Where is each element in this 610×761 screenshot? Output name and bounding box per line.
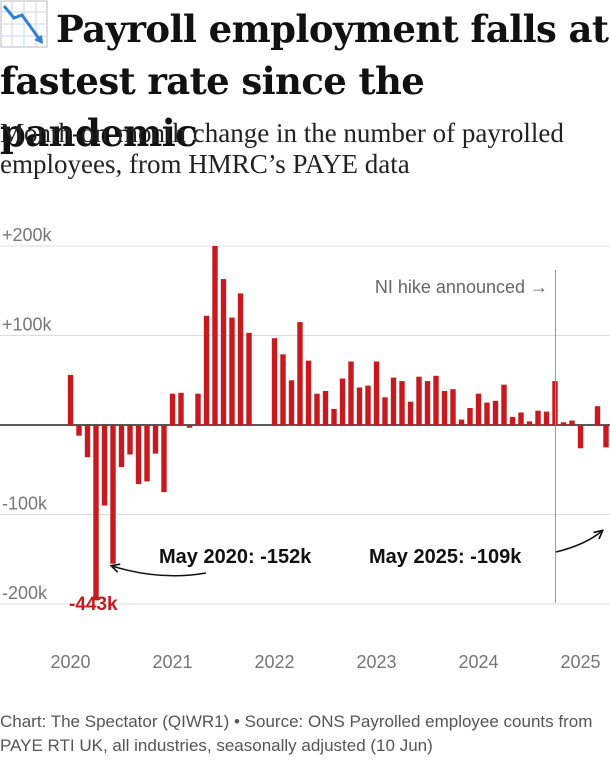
bar [127,425,133,455]
bar [416,376,422,425]
bar [203,315,210,425]
y-tick-label: -100k [2,494,48,514]
bar [237,293,244,425]
annotations: NI hike announced → May 2020: -152k May 20… [69,270,602,615]
bar [76,425,82,436]
x-tick-label: 2020 [50,652,90,672]
bar [288,380,295,426]
may-2025-arrow [555,531,602,553]
bar [569,420,575,425]
gridlines: +200k +100k -100k -200k [0,225,610,605]
may-2020-label: May 2020: -152k [159,546,312,568]
chart-decreasing-icon [0,0,48,48]
x-tick-label: 2021 [152,652,192,672]
bar [118,425,125,468]
bar [390,377,397,425]
bar [186,425,193,428]
x-tick-label: 2023 [356,652,396,672]
chart-subtitle: Month-on-month change in the number of p… [0,118,564,179]
bar [110,425,116,564]
bar [144,425,150,482]
bar [178,392,184,425]
bar [305,360,312,425]
bar [84,425,91,458]
bars [67,246,609,601]
bar [135,425,142,485]
min-value-label: -443k [69,594,118,615]
bar [331,408,337,425]
bar [314,393,320,425]
bar [399,381,405,425]
bar [161,425,167,493]
bar [365,385,371,425]
bar [246,332,252,425]
bar [348,361,354,425]
bar [441,391,448,425]
bar [560,422,567,425]
x-tick-label: 2022 [254,652,294,672]
bar-chart: +200k+100k-100k-200k 2020 2021 2022 2023 202… [0,225,610,672]
x-tick-label: 2025 [560,652,600,672]
bar [373,361,380,425]
y-tick-label: +100k [2,315,53,335]
bar [518,412,524,425]
y-tick-label: -200k [2,583,48,603]
bar [458,419,465,425]
bar [101,425,108,506]
title-text: Payroll employment falls at fastest rate… [0,7,609,155]
bar [356,387,363,425]
bar [424,381,431,425]
bar [526,421,533,425]
bar [535,410,541,425]
bar [509,416,516,425]
x-axis-ticks: 2020 2021 2022 2023 2024 2025 [50,652,600,672]
bar [322,391,329,425]
bar [280,354,286,425]
bar [339,378,346,425]
bar [492,400,499,425]
bar [229,317,235,425]
y-tick-label: +200k [2,225,53,245]
x-tick-label: 2024 [458,652,498,672]
bar [467,408,473,425]
bar [271,338,278,425]
bar [67,374,74,425]
bar [577,425,584,449]
bar [220,279,227,425]
bar [93,425,99,601]
bar [450,389,456,425]
bar [212,246,218,425]
chart-title: Payroll employment falls at fastest rate… [0,0,610,159]
bar [484,402,490,425]
bar [382,397,388,425]
may-2020-arrow [112,566,207,577]
bar [297,322,303,425]
bar [603,425,609,448]
bar [501,384,507,425]
bar [543,411,550,425]
bar [152,425,159,454]
source-note: Chart: The Spectator (QIWR1) • Source: O… [0,712,593,755]
bar [195,393,201,425]
bar [407,401,414,425]
bar [475,393,482,425]
may-2025-label: May 2025: -109k [369,546,522,568]
bar [433,375,439,425]
bar [594,406,601,425]
bar [169,393,176,425]
ni-hike-label: NI hike announced → [375,277,548,297]
